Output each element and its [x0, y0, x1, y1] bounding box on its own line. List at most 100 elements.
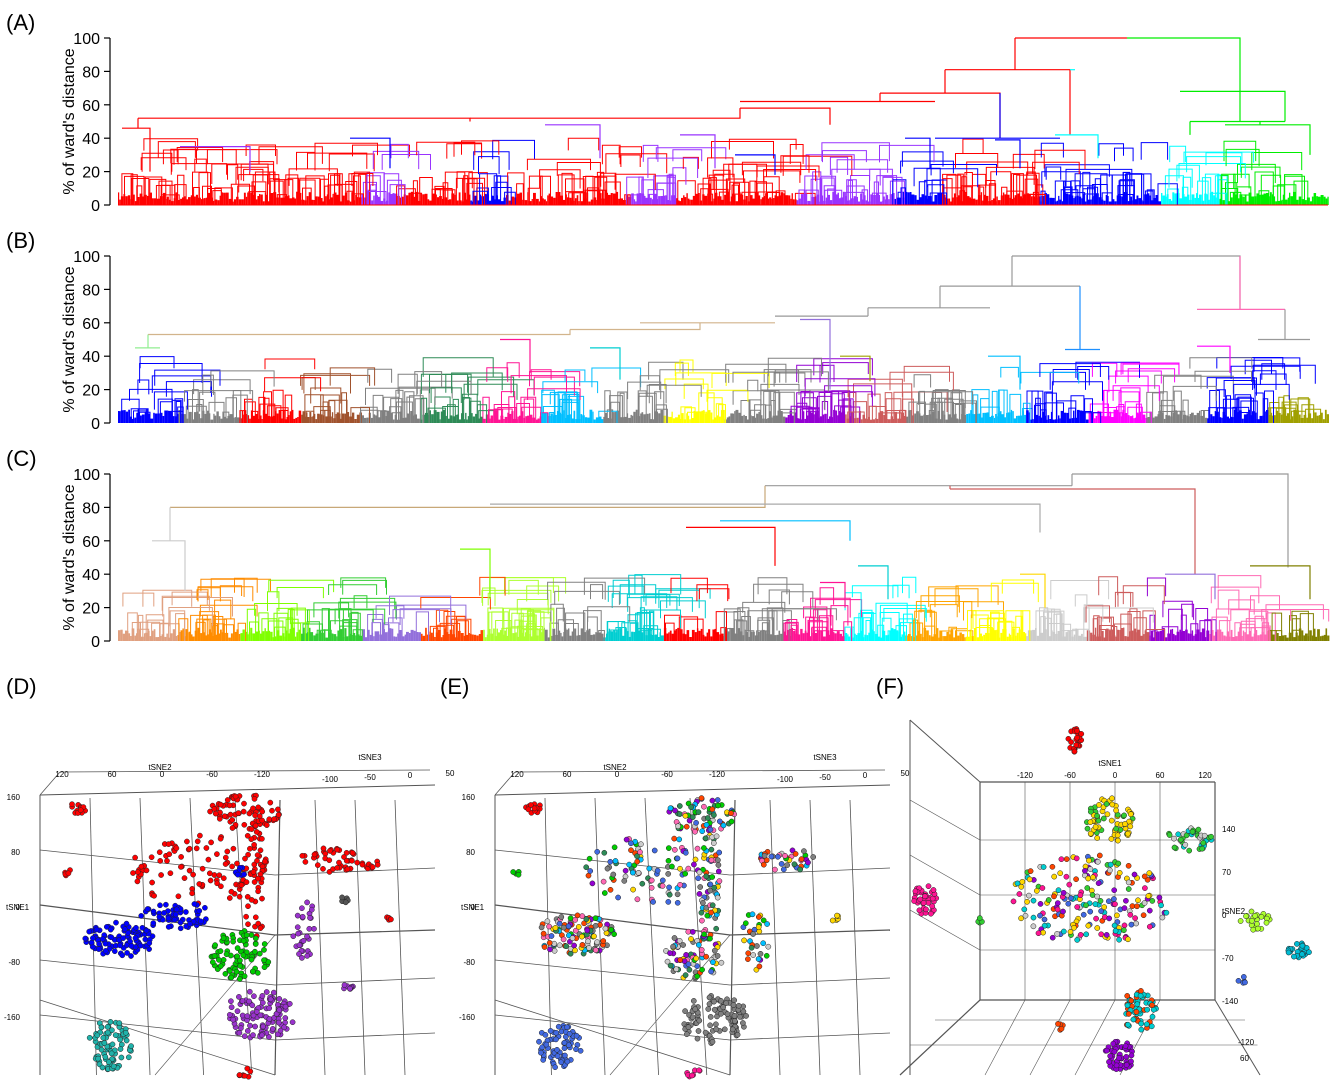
- dendrogram-link: [937, 397, 954, 423]
- leaf-bar: [825, 197, 828, 205]
- y-axis-label: % of ward's distance: [61, 48, 78, 194]
- grid-line: [1214, 999, 1261, 1076]
- dendrogram-link: [789, 144, 804, 164]
- data-point: [1294, 941, 1300, 947]
- dendrogram-link: [1114, 591, 1132, 608]
- data-point: [1035, 930, 1042, 937]
- leaf-bar: [1209, 634, 1211, 641]
- leaf-bar: [333, 634, 337, 641]
- dendrogram-major: [152, 473, 1311, 608]
- dendrogram-link: [1020, 371, 1080, 384]
- dendrogram-link: [1250, 595, 1280, 611]
- leaf-bar: [651, 199, 654, 205]
- data-point: [708, 968, 714, 975]
- dendrogram-link: [647, 157, 699, 178]
- y-tick-label: -80: [463, 958, 475, 967]
- leaf-bar: [588, 628, 591, 641]
- leaf-bar: [1221, 417, 1223, 423]
- dendrogram-link: [214, 618, 227, 641]
- dendrogram-link: [610, 401, 620, 423]
- leaf-bar: [1155, 195, 1159, 205]
- dendrogram-link: [307, 609, 374, 622]
- leaf-bar: [1049, 419, 1051, 423]
- leaf-bar: [710, 636, 713, 641]
- leaf-bar: [427, 199, 430, 205]
- data-point: [294, 924, 301, 931]
- y-tick-label: -80: [8, 958, 20, 967]
- dendrogram-link: [501, 627, 510, 641]
- dendrogram-link: [1261, 622, 1270, 641]
- leaf-bar: [569, 414, 571, 423]
- leaf-bar: [668, 632, 670, 641]
- leaf-bar: [776, 196, 779, 205]
- x-axis-label: tSNE2: [603, 763, 627, 772]
- dendrogram-link: [729, 181, 750, 205]
- x-tick-label: 120: [1198, 771, 1212, 780]
- dendrogram-link: [130, 408, 149, 423]
- leaf-bar: [640, 413, 642, 423]
- leaf-bar: [302, 411, 305, 423]
- leaf-bar: [984, 412, 987, 423]
- dendrogram-link: [1269, 402, 1280, 423]
- data-point: [339, 894, 345, 901]
- leaf-bar: [858, 201, 861, 205]
- data-point: [1058, 856, 1065, 863]
- dendrogram-link: [1013, 174, 1021, 205]
- dendrogram-links: [129, 356, 1316, 412]
- dendrogram-link: [732, 371, 781, 383]
- dendrogram-link: [677, 180, 696, 205]
- leaf-bar: [1193, 415, 1197, 423]
- leaf-bar: [668, 416, 672, 423]
- data-point: [696, 869, 703, 876]
- dendrogram-link: [819, 587, 835, 605]
- dendrogram-link: [154, 369, 221, 386]
- leaf-bar: [1211, 191, 1214, 205]
- dendrogram-link: [1229, 191, 1242, 205]
- leaf-bar: [266, 194, 268, 205]
- leaf-bar: [925, 415, 929, 423]
- data-point: [240, 938, 247, 944]
- leaf-bar: [608, 194, 611, 205]
- leaf-bar: [257, 196, 259, 205]
- dendrogram-link: [365, 387, 436, 405]
- leaf-bar: [425, 627, 427, 641]
- leaf-bar: [545, 201, 548, 205]
- leaf-bar: [473, 634, 477, 641]
- data-point: [304, 899, 310, 906]
- dendrogram-link: [1167, 188, 1180, 205]
- dendrogram-link: [193, 187, 200, 205]
- dendrogram-link: [412, 180, 418, 205]
- leaf-bar: [1027, 630, 1030, 641]
- leaf-bar: [560, 632, 562, 641]
- leaf-bar: [1278, 636, 1282, 641]
- leaf-bar: [907, 192, 910, 205]
- data-point: [142, 936, 149, 943]
- dendrogram-link: [433, 627, 439, 641]
- leaf-bar: [580, 414, 583, 423]
- data-point: [628, 840, 634, 847]
- leaf-bar: [476, 200, 480, 205]
- leaf-bar: [369, 634, 372, 641]
- data-point: [222, 854, 229, 861]
- leaf-bar: [939, 419, 942, 423]
- data-point: [245, 921, 251, 928]
- dendrogram-link: [264, 358, 316, 370]
- dendrogram-link: [818, 615, 834, 641]
- data-point: [130, 870, 136, 876]
- dendrogram-link: [933, 401, 954, 423]
- leaf-bar: [887, 419, 891, 423]
- data-point: [923, 906, 929, 913]
- leaf-bar: [1052, 419, 1055, 423]
- data-point: [572, 917, 579, 923]
- data-point: [1067, 928, 1074, 935]
- leaf-bar: [431, 414, 434, 423]
- leaf-bar: [1165, 414, 1168, 423]
- leaf-bar: [816, 194, 820, 205]
- leaf-bar: [166, 196, 169, 205]
- grid-line: [154, 934, 276, 1076]
- data-point: [750, 931, 756, 937]
- data-point: [667, 805, 674, 812]
- dendrogram-link: [258, 146, 323, 164]
- leaf-bar: [907, 634, 911, 641]
- leaf-bar: [649, 197, 652, 205]
